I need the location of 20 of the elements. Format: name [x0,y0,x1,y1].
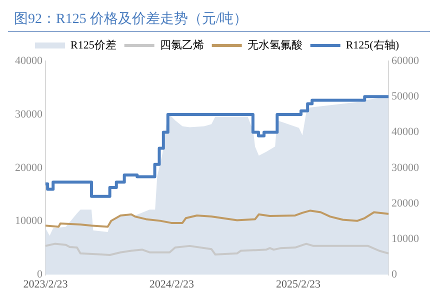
x-tick-label: 2025/2/23 [276,278,322,290]
y2-tick-label: 10000 [392,233,420,246]
y-tick-label: 40000 [15,54,43,67]
y-tick-label: 10000 [15,215,43,228]
y-tick-label: 30000 [15,108,43,120]
chart-title: 图92：R125 价格及价差走势（元/吨） [8,8,430,32]
y2-tick-label: 0 [392,268,398,281]
legend-label: 四氯乙烯 [160,38,204,52]
legend-label: R125价差 [70,39,116,52]
legend-label: 无水氢氟酸 [247,38,302,52]
x-tick-label: 2023/2/23 [23,278,68,290]
y2-tick-label: 30000 [392,162,420,174]
y-tick-label: 0 [37,268,43,281]
legend-label: R125(右轴) [346,38,400,52]
y2-tick-label: 50000 [392,90,420,103]
x-tick-label: 2024/2/23 [149,278,195,290]
y-tick-label: 20000 [15,162,43,174]
y2-tick-label: 40000 [392,126,420,138]
y2-tick-label: 60000 [392,54,420,67]
y2-tick-label: 20000 [392,197,420,210]
